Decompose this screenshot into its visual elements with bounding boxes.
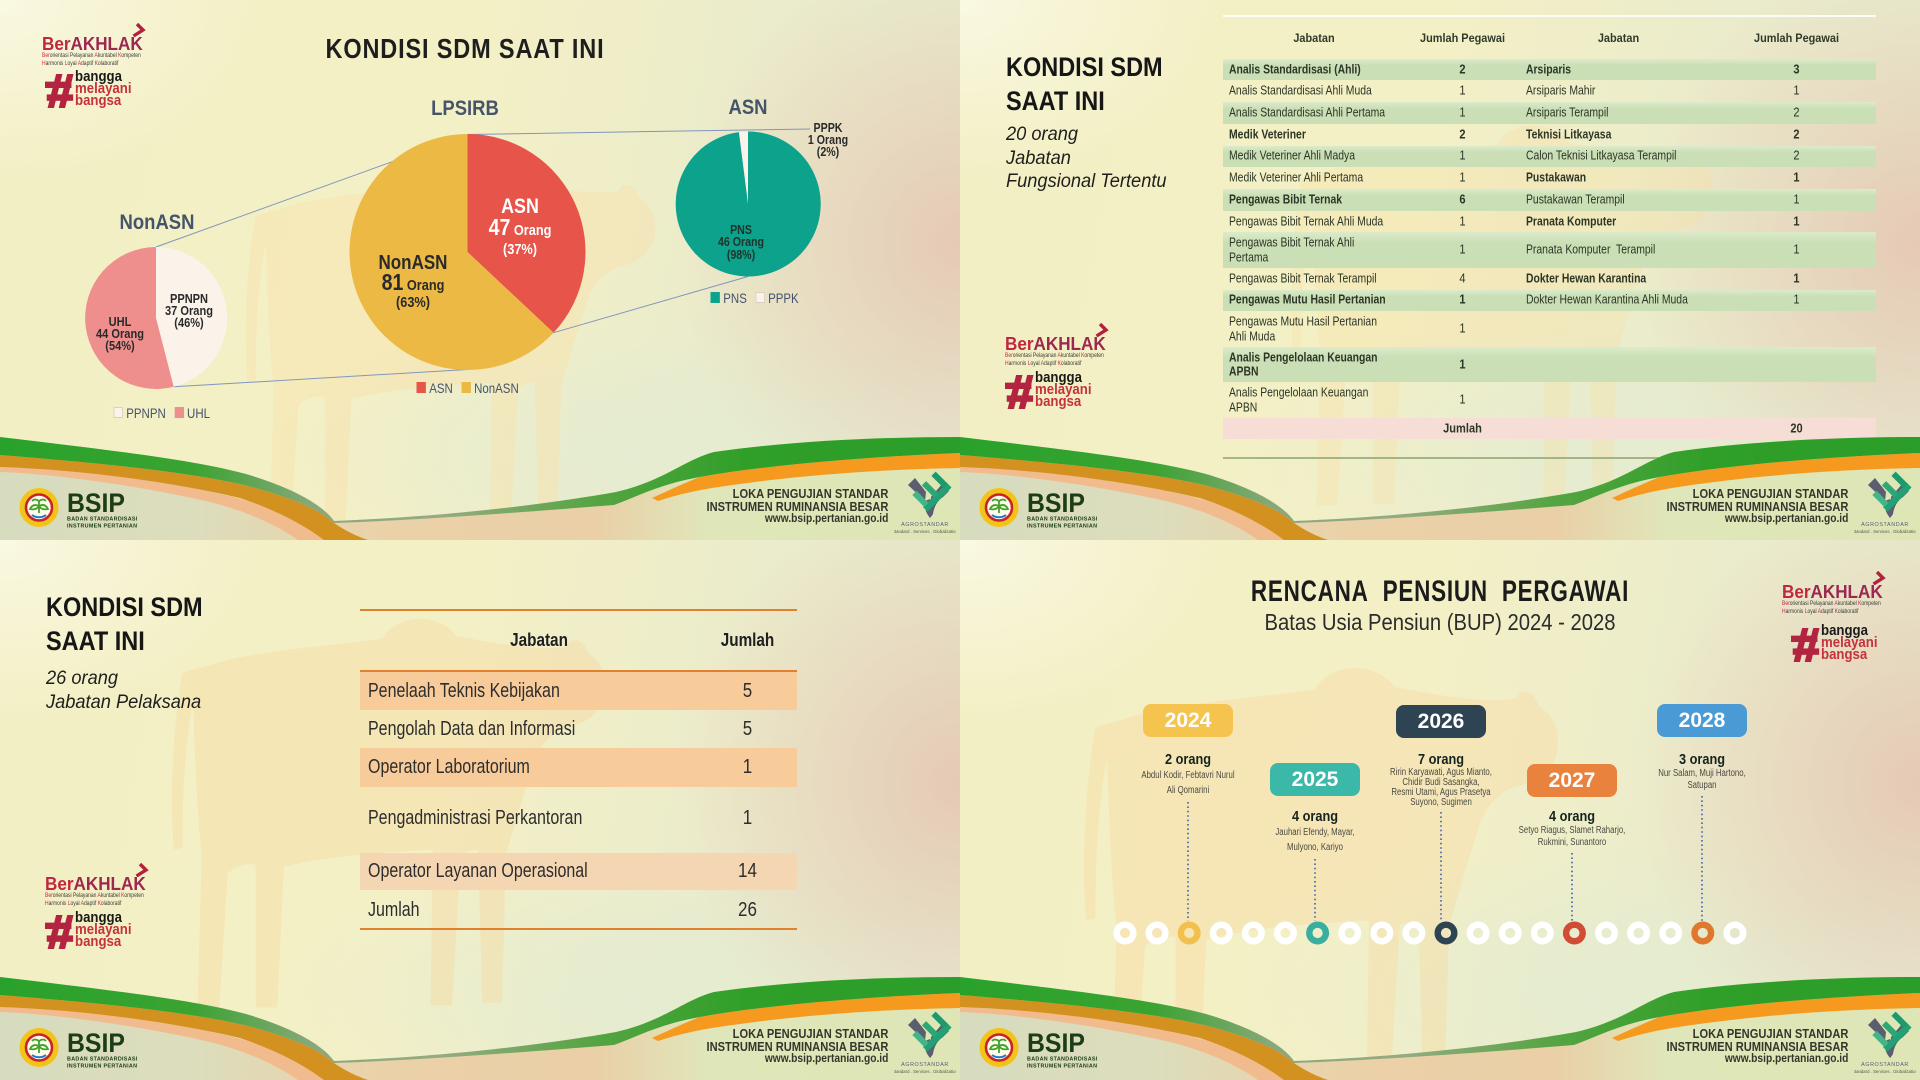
svg-text:BADAN STANDARDISASI: BADAN STANDARDISASI xyxy=(67,1057,138,1063)
svg-text:BADAN STANDARDISASI: BADAN STANDARDISASI xyxy=(1027,517,1098,523)
svg-text:INSTRUMEN PERTANIAN: INSTRUMEN PERTANIAN xyxy=(1027,1064,1097,1070)
svg-text:BSIP: BSIP xyxy=(1027,489,1085,518)
svg-text:AGROSTANDAR: AGROSTANDAR xyxy=(1861,522,1909,528)
svg-text:AGROSTANDAR: AGROSTANDAR xyxy=(1861,1062,1909,1068)
svg-text:BSIP: BSIP xyxy=(1027,1029,1085,1058)
svg-text:BADAN STANDARDISASI: BADAN STANDARDISASI xyxy=(1027,1057,1098,1063)
svg-text:AGROSTANDAR: AGROSTANDAR xyxy=(901,522,949,528)
svg-text:AGROSTANDAR: AGROSTANDAR xyxy=(901,1062,949,1068)
svg-text:BADAN STANDARDISASI: BADAN STANDARDISASI xyxy=(67,517,138,523)
svg-text:Standard . Services . Globaliz: Standard . Services . Globalization xyxy=(1854,529,1916,534)
svg-text:BSIP: BSIP xyxy=(67,489,125,518)
svg-text:Standard . Services . Globaliz: Standard . Services . Globalization xyxy=(894,1069,956,1074)
svg-text:INSTRUMEN PERTANIAN: INSTRUMEN PERTANIAN xyxy=(1027,524,1097,530)
svg-text:INSTRUMEN PERTANIAN: INSTRUMEN PERTANIAN xyxy=(67,524,137,530)
svg-text:BSIP: BSIP xyxy=(67,1029,125,1058)
svg-text:Standard . Services . Globaliz: Standard . Services . Globalization xyxy=(894,529,956,534)
svg-text:INSTRUMEN PERTANIAN: INSTRUMEN PERTANIAN xyxy=(67,1064,137,1070)
svg-text:Standard . Services . Globaliz: Standard . Services . Globalization xyxy=(1854,1069,1916,1074)
